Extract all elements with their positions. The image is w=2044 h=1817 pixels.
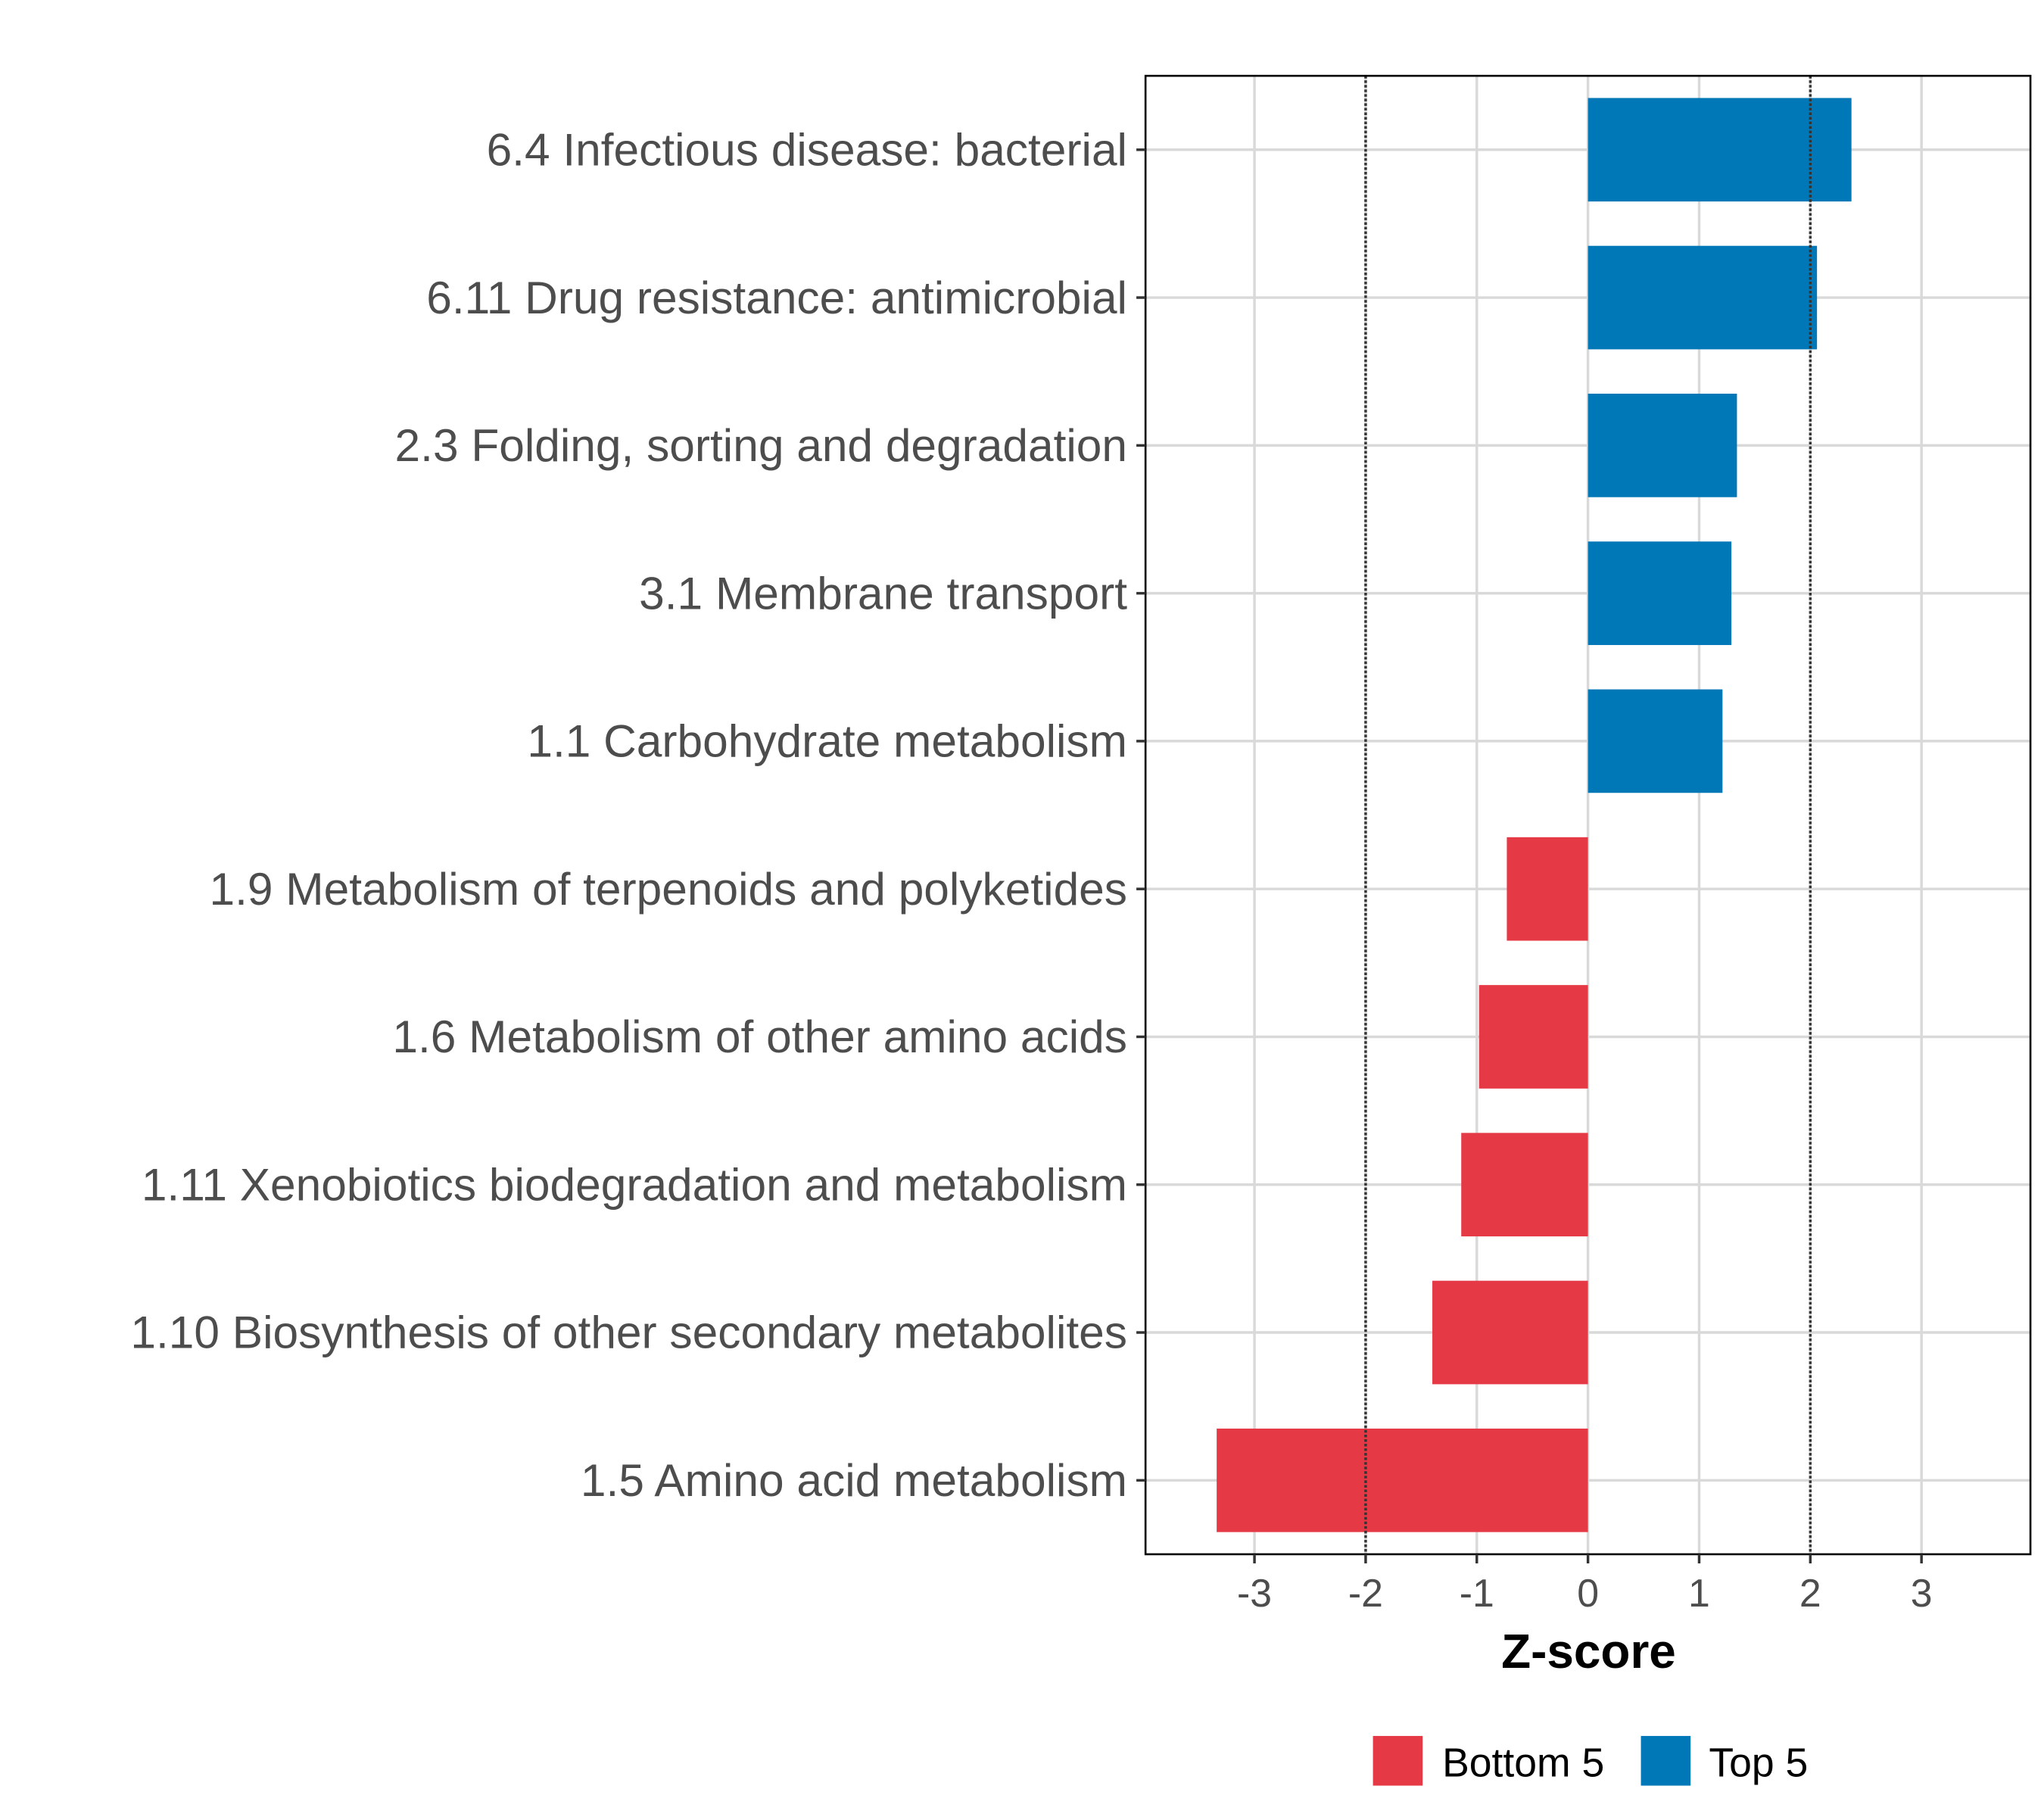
bar-4	[1588, 541, 1732, 645]
legend-label-bottom-5: Bottom 5	[1442, 1741, 1604, 1785]
legend-key-top-5	[1640, 1735, 1691, 1786]
y-axis-label: 2.3 Folding, sorting and degradation	[395, 419, 1127, 471]
y-axis-label: 1.6 Metabolism of other amino acids	[392, 1011, 1127, 1062]
bar-6	[1507, 837, 1588, 941]
x-tick-label: 3	[1911, 1571, 1933, 1615]
y-axis-label: 6.4 Infectious disease: bacterial	[487, 124, 1127, 176]
legend: Bottom 5 Top 5	[1373, 1735, 1808, 1786]
bar-10	[1217, 1428, 1588, 1532]
x-tick-label: -2	[1348, 1571, 1383, 1615]
legend-key-bottom-5	[1373, 1735, 1423, 1786]
y-axis-label: 6.11 Drug resistance: antimicrobial	[426, 272, 1127, 323]
y-axis-label: 1.9 Metabolism of terpenoids and polyket…	[209, 863, 1127, 915]
x-tick-label: -3	[1237, 1571, 1272, 1615]
y-axis-label: 1.5 Amino acid metabolism	[581, 1454, 1127, 1506]
bar-3	[1588, 393, 1737, 497]
bars	[1217, 98, 1852, 1532]
x-tick-label: 2	[1799, 1571, 1821, 1615]
y-axis-label: 1.1 Carbohydrate metabolism	[527, 715, 1127, 767]
x-tick-label: 1	[1688, 1571, 1710, 1615]
bar-9	[1432, 1280, 1588, 1385]
y-axis-label: 3.1 Membrane transport	[639, 567, 1127, 619]
x-tick-label: 0	[1577, 1571, 1599, 1615]
y-axis-label: 1.11 Xenobiotics biodegradation and meta…	[142, 1158, 1127, 1210]
x-axis-title: Z-score	[1501, 1624, 1676, 1678]
reference-lines	[1364, 76, 1812, 1554]
bar-7	[1478, 985, 1588, 1089]
bar-2	[1588, 245, 1818, 350]
bar-5	[1588, 689, 1723, 793]
y-axis-labels: 6.4 Infectious disease: bacterial 6.11 Dr…	[130, 124, 1146, 1506]
x-axis-ticks: -3 -2 -1 0 1 2 3	[1237, 1554, 1933, 1615]
x-tick-label: -1	[1460, 1571, 1494, 1615]
bar-1	[1588, 98, 1852, 202]
y-axis-label: 1.10 Biosynthesis of other secondary met…	[130, 1307, 1127, 1358]
legend-label-top-5: Top 5	[1709, 1741, 1808, 1785]
bar-8	[1461, 1133, 1588, 1237]
